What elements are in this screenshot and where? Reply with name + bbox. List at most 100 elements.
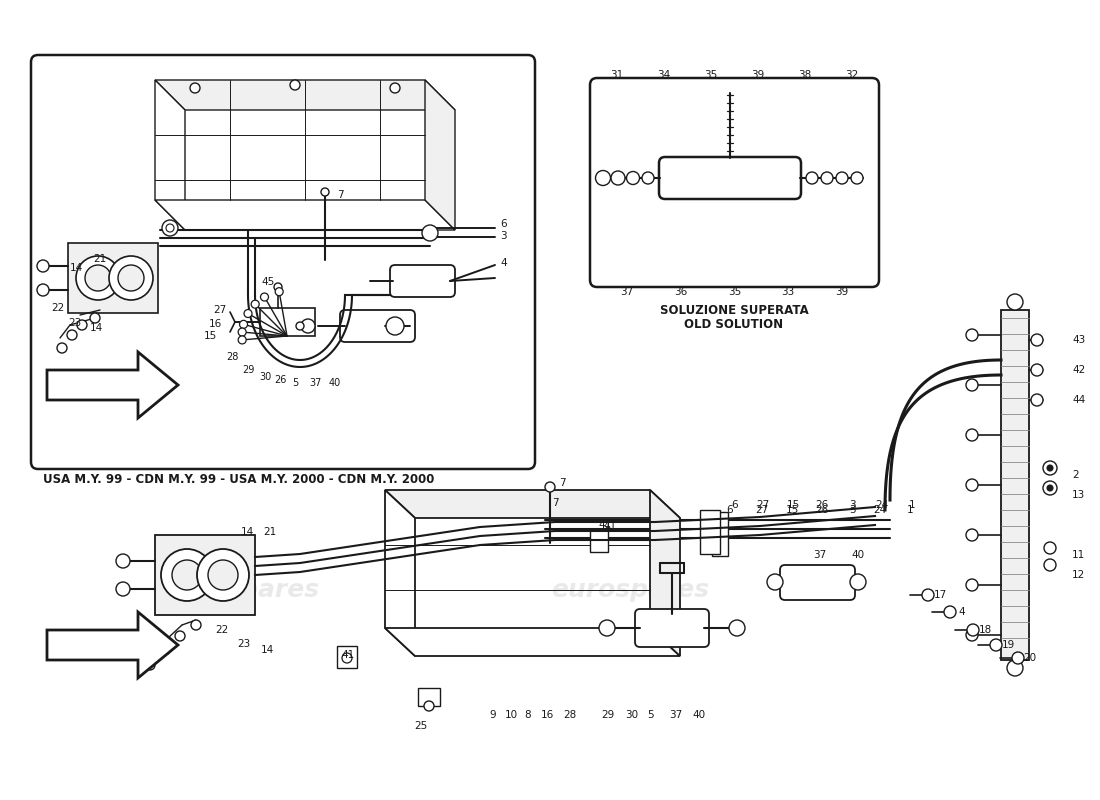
Text: 3: 3 (500, 231, 507, 241)
Bar (260, 308, 315, 336)
Text: SOLUZIONE SUPERATA: SOLUZIONE SUPERATA (660, 303, 808, 317)
Text: 45: 45 (262, 277, 275, 287)
Circle shape (966, 629, 978, 641)
Circle shape (85, 265, 111, 291)
FancyBboxPatch shape (340, 310, 415, 342)
Text: 34: 34 (658, 70, 671, 80)
Circle shape (239, 328, 246, 336)
Circle shape (821, 172, 833, 184)
Circle shape (1043, 481, 1057, 495)
Circle shape (342, 653, 352, 663)
FancyBboxPatch shape (780, 565, 855, 600)
Text: 26: 26 (815, 500, 828, 510)
Text: 37: 37 (309, 378, 321, 388)
Circle shape (116, 554, 130, 568)
Text: 27: 27 (757, 500, 770, 510)
Polygon shape (385, 490, 415, 656)
Bar (155, 535, 255, 615)
Text: 26: 26 (274, 375, 286, 385)
Text: 23: 23 (68, 318, 81, 328)
Polygon shape (155, 80, 185, 230)
Circle shape (261, 293, 268, 301)
Polygon shape (155, 200, 455, 230)
Text: 6: 6 (732, 500, 738, 510)
Bar (700, 510, 720, 554)
Circle shape (160, 645, 170, 655)
Text: 21: 21 (263, 527, 276, 537)
Text: 27: 27 (756, 505, 769, 515)
Text: 4: 4 (500, 258, 507, 268)
Text: 28: 28 (226, 352, 239, 362)
Text: 40: 40 (851, 550, 865, 560)
Bar (418, 688, 440, 706)
Text: 41: 41 (341, 650, 354, 660)
Text: 29: 29 (242, 365, 254, 375)
Circle shape (251, 300, 260, 308)
Polygon shape (47, 612, 178, 678)
Text: 5: 5 (648, 710, 654, 720)
Text: 19: 19 (1001, 640, 1014, 650)
Circle shape (642, 172, 654, 184)
Circle shape (424, 701, 434, 711)
Circle shape (1031, 364, 1043, 376)
Bar (712, 512, 728, 556)
Circle shape (161, 549, 213, 601)
Circle shape (321, 188, 329, 196)
Text: 8: 8 (525, 710, 531, 720)
Bar (590, 530, 608, 552)
FancyBboxPatch shape (635, 609, 710, 647)
Circle shape (990, 639, 1002, 651)
Text: 4: 4 (959, 607, 966, 617)
Circle shape (118, 265, 144, 291)
Polygon shape (385, 490, 680, 518)
Text: 22: 22 (216, 625, 229, 635)
Text: 15: 15 (786, 500, 800, 510)
Circle shape (767, 574, 783, 590)
Circle shape (422, 225, 438, 241)
Circle shape (729, 620, 745, 636)
Circle shape (76, 256, 120, 300)
Circle shape (1031, 394, 1043, 406)
Text: 24: 24 (876, 500, 889, 510)
Circle shape (37, 284, 50, 296)
Text: 1: 1 (909, 500, 915, 510)
FancyBboxPatch shape (31, 55, 535, 469)
Circle shape (1047, 465, 1053, 471)
Text: 22: 22 (52, 303, 65, 313)
Text: 9: 9 (490, 710, 496, 720)
Circle shape (967, 624, 979, 636)
Text: 7: 7 (559, 478, 565, 488)
Text: 25: 25 (415, 721, 428, 731)
FancyBboxPatch shape (590, 78, 879, 287)
Text: 7: 7 (552, 498, 559, 508)
Circle shape (390, 83, 400, 93)
Circle shape (37, 260, 50, 272)
Text: 29: 29 (602, 710, 615, 720)
Text: eurospares: eurospares (191, 318, 349, 342)
Circle shape (145, 660, 155, 670)
Text: 7: 7 (337, 190, 343, 200)
Text: 5: 5 (292, 378, 298, 388)
Circle shape (275, 288, 283, 296)
Text: 14: 14 (69, 263, 82, 273)
Circle shape (544, 482, 556, 492)
Text: 38: 38 (799, 70, 812, 80)
Circle shape (944, 606, 956, 618)
Bar (68, 243, 158, 313)
Circle shape (116, 582, 130, 596)
Circle shape (850, 574, 866, 590)
Text: 6: 6 (727, 505, 734, 515)
Text: 24: 24 (873, 505, 887, 515)
Circle shape (1006, 294, 1023, 310)
Circle shape (274, 283, 282, 291)
Circle shape (966, 479, 978, 491)
Bar (1001, 310, 1028, 660)
Text: 14: 14 (261, 645, 274, 655)
Text: 37: 37 (620, 287, 634, 297)
Polygon shape (155, 80, 455, 110)
Circle shape (208, 560, 238, 590)
Circle shape (67, 330, 77, 340)
Text: 37: 37 (813, 550, 826, 560)
Text: 43: 43 (1072, 335, 1086, 345)
Text: 41: 41 (604, 521, 617, 531)
